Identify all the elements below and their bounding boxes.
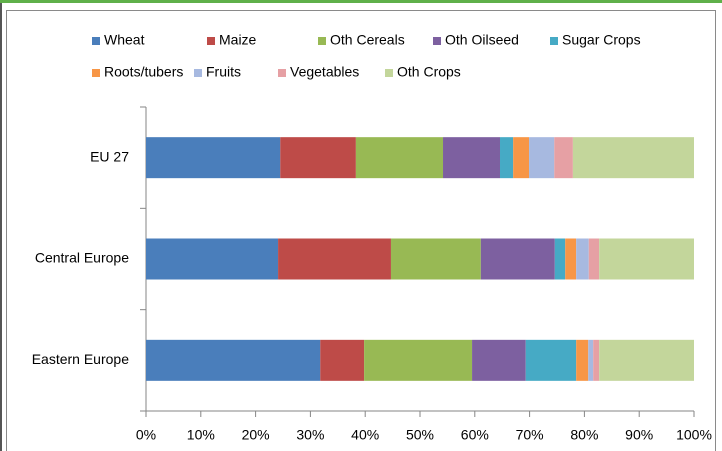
bar-segment xyxy=(472,339,526,381)
bar-segment xyxy=(320,339,365,381)
legend-swatch xyxy=(92,69,100,77)
legend-swatch xyxy=(92,37,100,45)
x-tick-label: 80% xyxy=(570,427,598,443)
legend-swatch xyxy=(194,69,202,77)
legend-swatch xyxy=(207,37,215,45)
bar-segment xyxy=(588,339,594,381)
bar-segment xyxy=(364,339,473,381)
y-tick-label: Central Europe xyxy=(35,250,129,266)
x-tick-label: 20% xyxy=(242,427,270,443)
bar-segment xyxy=(529,137,555,179)
bar-segment xyxy=(572,137,694,179)
legend-label: Roots/tubers xyxy=(104,64,183,80)
bar-segment xyxy=(576,339,589,381)
bar-segment xyxy=(576,238,589,280)
x-tick-label: 90% xyxy=(625,427,653,443)
x-tick-label: 0% xyxy=(136,427,156,443)
bar-segment xyxy=(554,238,566,280)
y-tick-label: Eastern Europe xyxy=(32,351,129,367)
y-tick-label: EU 27 xyxy=(90,148,129,164)
legend-label: Sugar Crops xyxy=(562,32,641,48)
legend-swatch xyxy=(385,69,393,77)
legend-label: Fruits xyxy=(206,64,241,80)
legend-label: Vegetables xyxy=(290,64,359,80)
top-strip xyxy=(0,0,722,3)
bar-segment xyxy=(599,339,694,381)
x-tick-label: 10% xyxy=(187,427,215,443)
bar-segment xyxy=(146,339,321,381)
bar-segment xyxy=(500,137,514,179)
legend-swatch xyxy=(550,37,558,45)
bar-segment xyxy=(443,137,501,179)
x-tick-label: 100% xyxy=(676,427,712,443)
x-tick-label: 30% xyxy=(296,427,324,443)
bar-segment xyxy=(480,238,555,280)
bar-segment xyxy=(554,137,573,179)
x-tick-label: 40% xyxy=(351,427,379,443)
bar-segment xyxy=(390,238,481,280)
bar-segment xyxy=(565,238,577,280)
bar-segment xyxy=(593,339,600,381)
x-tick-label: 70% xyxy=(516,427,544,443)
legend-swatch xyxy=(278,69,286,77)
legend-label: Oth Crops xyxy=(397,64,461,80)
legend-label: Wheat xyxy=(104,32,145,48)
legend-label: Maize xyxy=(219,32,257,48)
legend-label: Oth Cereals xyxy=(330,32,405,48)
legend-swatch xyxy=(433,37,441,45)
bar-segment xyxy=(599,238,694,280)
bar-segment xyxy=(588,238,600,280)
bar-segment xyxy=(525,339,577,381)
bar-segment xyxy=(513,137,530,179)
legend-label: Oth Oilseed xyxy=(445,32,519,48)
bar-segment xyxy=(280,137,356,179)
x-tick-label: 60% xyxy=(461,427,489,443)
bar-segment xyxy=(146,137,281,179)
legend-swatch xyxy=(318,37,326,45)
bar-segment xyxy=(278,238,391,280)
x-tick-label: 50% xyxy=(406,427,434,443)
bar-segment xyxy=(355,137,444,179)
bar-segment xyxy=(146,238,279,280)
